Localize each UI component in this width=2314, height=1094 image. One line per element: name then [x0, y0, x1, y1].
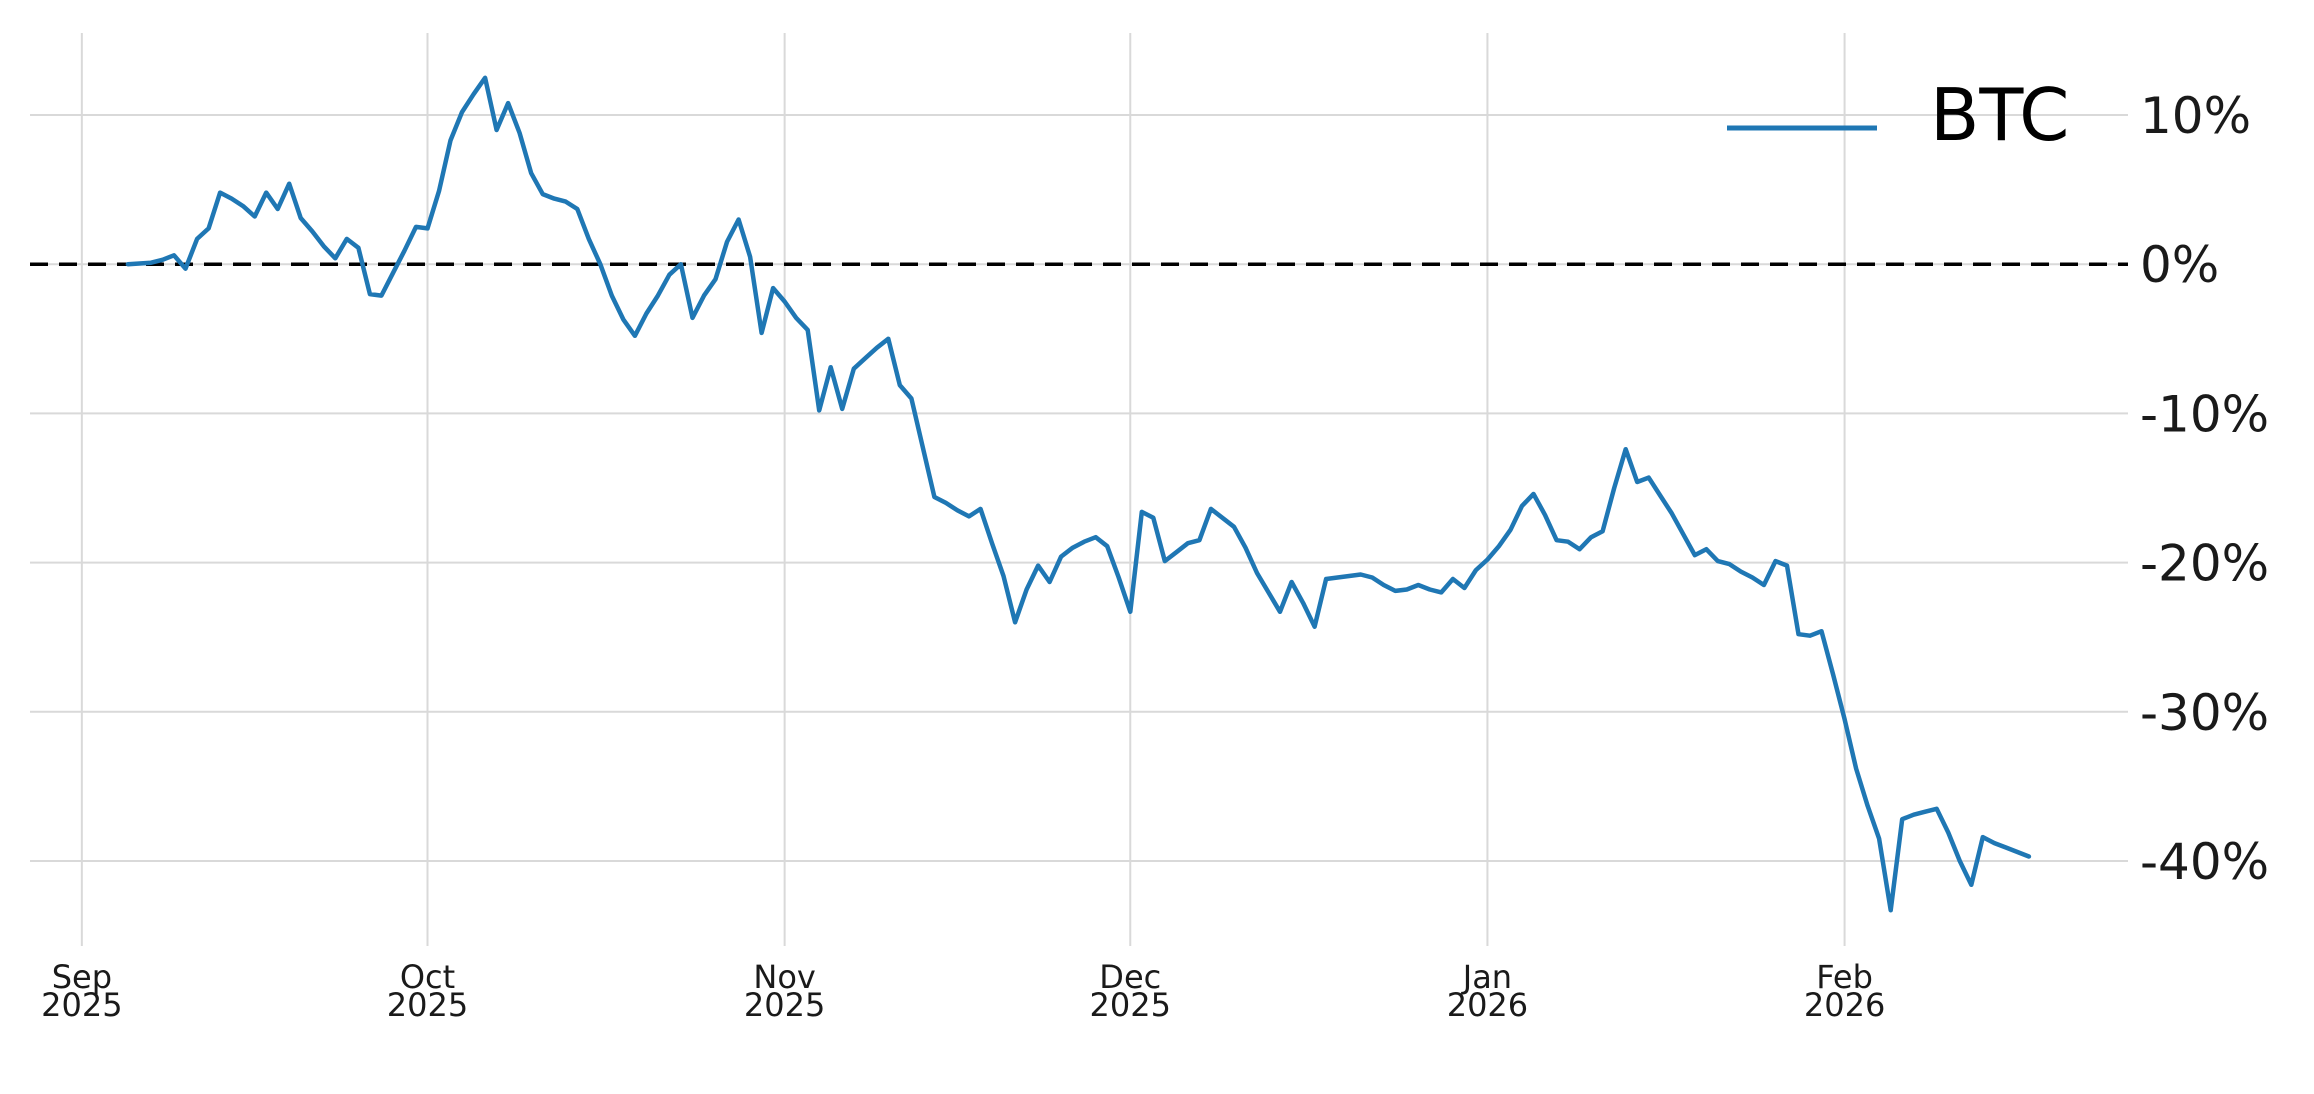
x-tick-month-label: Nov [753, 958, 815, 996]
y-axis-tick-labels: 10% 0% -10% -20% -30% -40% [2140, 87, 2269, 891]
y-tick-label: -20% [2140, 535, 2269, 593]
x-tick-month-label: Jan [1461, 958, 1512, 996]
y-tick-label: -30% [2140, 684, 2269, 742]
y-tick-label: -10% [2140, 385, 2269, 443]
vertical-gridlines [80, 33, 1846, 946]
legend-label: BTC [1930, 73, 2069, 157]
x-tick-year-label: 2025 [41, 986, 122, 1024]
y-tick-label: 0% [2140, 236, 2219, 294]
x-tick-year-label: 2026 [1804, 986, 1885, 1024]
x-tick-month-label: Feb [1816, 958, 1873, 996]
x-tick-year-label: 2025 [1090, 986, 1171, 1024]
x-tick-month-label: Oct [400, 958, 455, 996]
y-tick-label: -40% [2140, 833, 2269, 891]
x-tick-month-label: Sep [52, 958, 112, 996]
legend: BTC [1727, 73, 2069, 157]
y-tick-label: 10% [2140, 87, 2251, 145]
x-tick-year-label: 2025 [744, 986, 825, 1024]
x-axis-tick-labels: Sep2025Oct2025Nov2025Dec2025Jan2026Feb20… [41, 958, 1885, 1024]
x-tick-year-label: 2025 [387, 986, 468, 1024]
x-tick-month-label: Dec [1099, 958, 1161, 996]
x-tick-year-label: 2026 [1447, 986, 1528, 1024]
horizontal-gridlines [30, 114, 2128, 862]
btc-series-line [125, 75, 2032, 913]
